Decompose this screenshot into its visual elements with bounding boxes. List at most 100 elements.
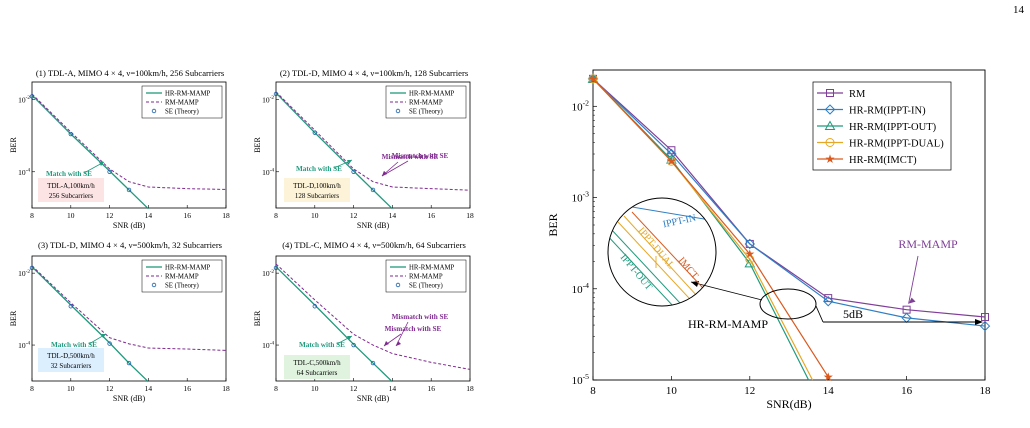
data-point — [667, 146, 676, 155]
legend-label: HR-RM(IPPT-IN) — [849, 106, 926, 117]
mismatch-with-se-label: Mismatch with SE — [382, 153, 439, 161]
panel-title: (4) TDL-C, MIMO 4 × 4, ν=500km/h, 64 Sub… — [282, 240, 466, 250]
series-imct: ★ ★ ★ ★ — [588, 72, 834, 384]
se-theory-point — [351, 169, 356, 174]
x-tick-label: 16 — [183, 384, 191, 393]
legend-label: RM-MAMP — [409, 274, 443, 281]
series-rm-mamp — [31, 265, 227, 351]
legend-marker-se — [395, 282, 401, 288]
y-axis-label: BER — [9, 310, 18, 326]
y-tick-label: 10-2 — [18, 95, 30, 104]
y-tick-label: 10-3 — [572, 190, 590, 205]
data-point: ★ — [744, 247, 755, 261]
se-theory-point — [126, 360, 132, 366]
legend-marker — [824, 120, 836, 130]
legend-marker — [826, 89, 834, 97]
match-with-se-label: Match with SE — [51, 341, 97, 349]
data-point — [666, 154, 677, 164]
se-theory-point — [29, 265, 35, 271]
y-tick-label: 10-4 — [572, 281, 590, 296]
x-tick-label: 18 — [222, 211, 230, 220]
data-point — [902, 305, 911, 314]
x-tick-label: 14 — [389, 211, 397, 220]
scenario-box — [284, 355, 350, 379]
x-tick-label: 16 — [427, 384, 435, 393]
data-point — [666, 148, 677, 160]
se-theory-point — [370, 187, 376, 193]
page-number: 14 — [1013, 4, 1024, 16]
y-tick-label: 10-2 — [262, 269, 274, 278]
data-point: ★ — [666, 154, 677, 168]
data-point — [979, 320, 991, 332]
x-axis-label: SNR (dB) — [357, 221, 390, 230]
x-tick-label: 14 — [145, 211, 153, 220]
legend-label: SE (Theory) — [165, 283, 199, 290]
x-tick-label: 8 — [30, 384, 34, 393]
legend-label: HR-RM-MAMP — [165, 265, 211, 272]
mismatch-with-se-label: Mismatch with SE — [385, 325, 442, 333]
y-axis-label: BER — [253, 310, 262, 326]
x-tick-label: 10 — [666, 385, 678, 397]
match-with-se-label: Match with SE — [46, 170, 92, 178]
series-rm-mamp — [31, 93, 227, 190]
scenario-label-line2: 256 Subcarriers — [49, 192, 93, 200]
x-tick-label: 18 — [466, 211, 474, 220]
highlight-ellipse — [759, 288, 817, 320]
match-arrowhead — [347, 336, 352, 340]
series-hr-rm-mamp — [275, 92, 393, 210]
rm-mamp-arrowhead — [908, 297, 916, 304]
panel-2: (2) TDL-D, MIMO 4 × 4, ν=100km/h, 128 Su… — [253, 68, 474, 230]
legend-label: HR-RM(IPPT-OUT) — [849, 122, 937, 133]
x-tick-label: 12 — [350, 211, 358, 220]
series-line — [592, 78, 810, 381]
x-axis-label: SNR (dB) — [357, 394, 390, 403]
y-axis-label: BER — [253, 137, 262, 153]
series-ippt-out — [587, 73, 810, 381]
legend-marker-se — [395, 108, 401, 114]
data-point — [588, 74, 598, 84]
plot-frame — [592, 69, 986, 381]
data-point — [822, 296, 834, 307]
zoom-circle — [607, 197, 717, 307]
y-tick-label: 10-2 — [18, 269, 30, 278]
zoom-line-ippt-in — [608, 201, 716, 223]
x-axis-label: SNR (dB) — [113, 394, 146, 403]
zoom-connector-arrowhead — [691, 281, 699, 287]
se-theory-point — [312, 130, 317, 135]
x-tick-label: 16 — [901, 385, 913, 397]
gap-connector — [815, 305, 824, 323]
series-hr-rm-mamp — [31, 266, 149, 383]
se-theory-point — [68, 304, 73, 309]
x-tick-label: 14 — [145, 384, 153, 393]
plot-frame — [275, 81, 471, 209]
x-tick-label: 8 — [590, 385, 596, 397]
se-theory-point — [107, 169, 112, 174]
legend-marker — [824, 104, 836, 115]
legend-label: HR-RM-MAMP — [165, 91, 211, 98]
panel-1: (1) TDL-A, MIMO 4 × 4, ν=100km/h, 256 Su… — [9, 68, 449, 230]
y-tick-label: 10-4 — [18, 341, 30, 350]
panel-title: (2) TDL-D, MIMO 4 × 4, ν=100km/h, 128 Su… — [280, 68, 469, 78]
series-rm — [589, 74, 989, 322]
x-tick-label: 18 — [466, 384, 474, 393]
scenario-box — [284, 178, 350, 202]
legend-label: SE (Theory) — [409, 283, 443, 290]
data-point — [745, 254, 755, 264]
x-tick-label: 10 — [311, 384, 319, 393]
plot-frame — [31, 255, 227, 382]
match-arrowhead — [347, 160, 352, 164]
legend-label: RM — [849, 89, 866, 100]
scenario-label-line2: 32 Subcarriers — [51, 362, 92, 370]
gap-arrowhead — [975, 319, 983, 325]
se-theory-point — [273, 265, 279, 271]
data-point — [744, 238, 756, 250]
match-with-se-label: Match with SE — [299, 341, 345, 349]
match-with-se-label: Match with SE — [296, 165, 342, 173]
mismatch-arrowhead — [382, 171, 387, 176]
panel-3: (3) TDL-D, MIMO 4 × 4, ν=500km/h, 32 Sub… — [9, 240, 442, 403]
panel-title: (1) TDL-A, MIMO 4 × 4, ν=100km/h, 256 Su… — [36, 68, 225, 78]
data-point — [666, 156, 676, 166]
zoom-line-ippt-dual — [617, 221, 703, 306]
plot-frame — [31, 81, 227, 209]
se-theory-point — [68, 131, 73, 137]
